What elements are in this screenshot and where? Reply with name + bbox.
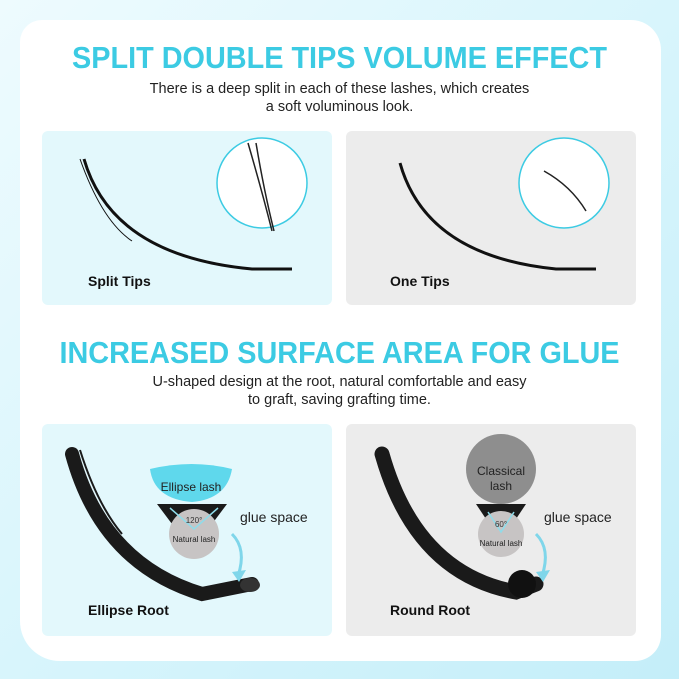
one-tips-label: One Tips: [390, 273, 450, 289]
glue-space-label: glue space: [240, 509, 308, 525]
description-line: to graft, saving grafting time.: [248, 392, 431, 408]
angle-label: 60°: [494, 520, 508, 529]
natural-lash-label: Natural lash: [172, 535, 216, 544]
ellipse-root-panel: Ellipse lash 120° Natural lash glue spac…: [42, 424, 332, 636]
round-root-label: Round Root: [390, 602, 471, 618]
one-tips-illustration: [398, 137, 610, 271]
angle-label: 120°: [185, 516, 203, 525]
section2-description: U-shaped design at the root, natural com…: [0, 373, 679, 409]
magnifier-circle: [216, 137, 308, 229]
section2-title: INCREASED SURFACE AREA FOR GLUE: [59, 335, 620, 370]
section1-title: SPLIT DOUBLE TIPS VOLUME EFFECT: [72, 40, 607, 75]
classical-lash-label: Classical lash: [466, 464, 536, 494]
classical-lash-line: lash: [489, 479, 512, 493]
magnifier-circle: [518, 137, 610, 229]
natural-lash-label: Natural lash: [479, 539, 523, 548]
glue-space-label: glue space: [544, 509, 612, 525]
ellipse-root-illustration: [65, 447, 260, 602]
ellipse-root-label: Ellipse Root: [88, 602, 169, 618]
classical-lash-line: Classical: [476, 464, 525, 478]
split-tips-label: Split Tips: [88, 273, 151, 289]
ellipse-lash-shape: [150, 464, 232, 502]
classical-lash-circle: [466, 434, 536, 504]
split-tips-illustration: [79, 137, 308, 271]
ellipse-lash-label: Ellipse lash: [160, 480, 222, 494]
section1-description: There is a deep split in each of these l…: [0, 80, 679, 116]
round-root-illustration: [374, 434, 550, 600]
description-line: There is a deep split in each of these l…: [149, 81, 530, 97]
description-line: U-shaped design at the root, natural com…: [152, 374, 527, 390]
natural-lash-circle: [169, 509, 219, 559]
one-tips-panel: One Tips: [346, 131, 636, 305]
description-line: a soft voluminous look.: [265, 99, 414, 115]
split-tips-panel: Split Tips: [42, 131, 332, 305]
natural-lash-circle: [478, 511, 524, 557]
round-root-panel: Classical lash 60° Natural lash glue spa…: [346, 424, 636, 636]
